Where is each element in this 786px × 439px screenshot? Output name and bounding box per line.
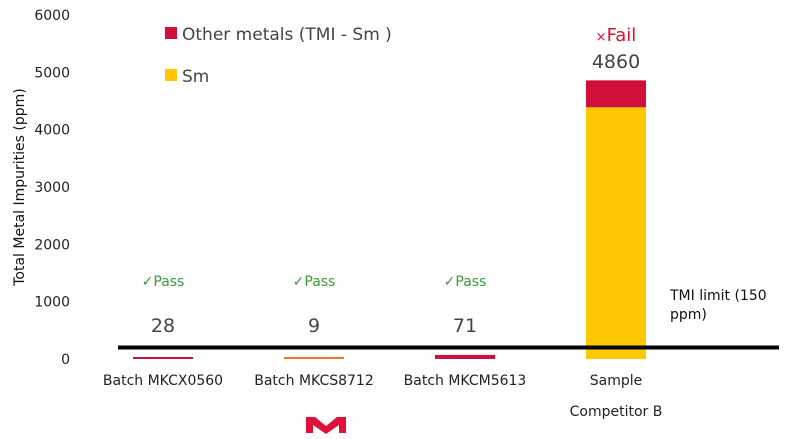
status-labels: ✓Pass ✓Pass ✓Pass×Fail	[142, 25, 637, 290]
fail-status: ×Fail	[596, 25, 637, 46]
check-icon: ✓	[444, 274, 456, 290]
status-text: Fail	[607, 25, 637, 46]
status-text: Pass	[304, 274, 335, 290]
bar-other-metals	[133, 357, 193, 359]
y-tick-label: 2000	[34, 237, 70, 253]
x-category-label: Batch MKCS8712	[254, 373, 373, 389]
y-tick-label: 6000	[34, 8, 70, 24]
bars	[133, 80, 646, 359]
bar-sm	[586, 107, 646, 359]
y-tick-label: 3000	[34, 180, 70, 196]
check-icon: ✓	[142, 274, 154, 290]
x-category-label: Sample	[590, 373, 643, 389]
x-category-label-line2: Competitor B	[570, 404, 663, 420]
legend: Other metals (TMI - Sm ) Sm	[165, 25, 392, 87]
y-tick-label: 0	[61, 352, 70, 368]
legend-label: Sm	[182, 67, 209, 87]
y-tick-label: 1000	[34, 295, 70, 311]
data-label: 28	[151, 315, 175, 337]
y-axis-label: Total Metal Impurities (ppm)	[12, 88, 28, 287]
pass-status: ✓Pass	[444, 274, 487, 290]
x-axis-categories: Batch MKCX0560 Batch MKCS8712 Batch MKCM56…	[103, 373, 662, 420]
legend-label: Other metals (TMI - Sm )	[182, 25, 392, 45]
cross-icon: ×	[596, 30, 607, 45]
tmi-limit: TMI limit (150 ppm)	[118, 288, 779, 350]
status-text: Pass	[153, 274, 184, 290]
x-category-label: Batch MKCM5613	[404, 373, 527, 389]
bar-other-metals	[435, 354, 495, 359]
check-icon: ✓	[293, 274, 305, 290]
legend-swatch	[165, 27, 177, 39]
y-tick-label: 5000	[34, 65, 70, 81]
data-label: 4860	[592, 51, 640, 73]
pass-status: ✓Pass	[142, 274, 185, 290]
x-category-label: Batch MKCX0560	[103, 373, 223, 389]
legend-swatch	[165, 69, 177, 81]
y-axis: 0 1000 2000 3000 4000 5000 6000	[34, 8, 70, 368]
status-text: Pass	[455, 274, 486, 290]
pass-status: ✓Pass	[293, 274, 336, 290]
m-logo	[306, 417, 346, 434]
tmi-limit-label: TMI limit (150	[669, 288, 767, 304]
m-logo-icon	[306, 417, 346, 434]
bar-other-metals	[284, 357, 344, 359]
data-label: 71	[453, 315, 477, 337]
y-tick-label: 4000	[34, 123, 70, 139]
data-labels: 28 9 71 4860	[151, 51, 640, 337]
tmi-limit-label-line2: ppm)	[670, 307, 707, 323]
bar-other-metals	[586, 80, 646, 108]
data-label: 9	[308, 315, 320, 337]
